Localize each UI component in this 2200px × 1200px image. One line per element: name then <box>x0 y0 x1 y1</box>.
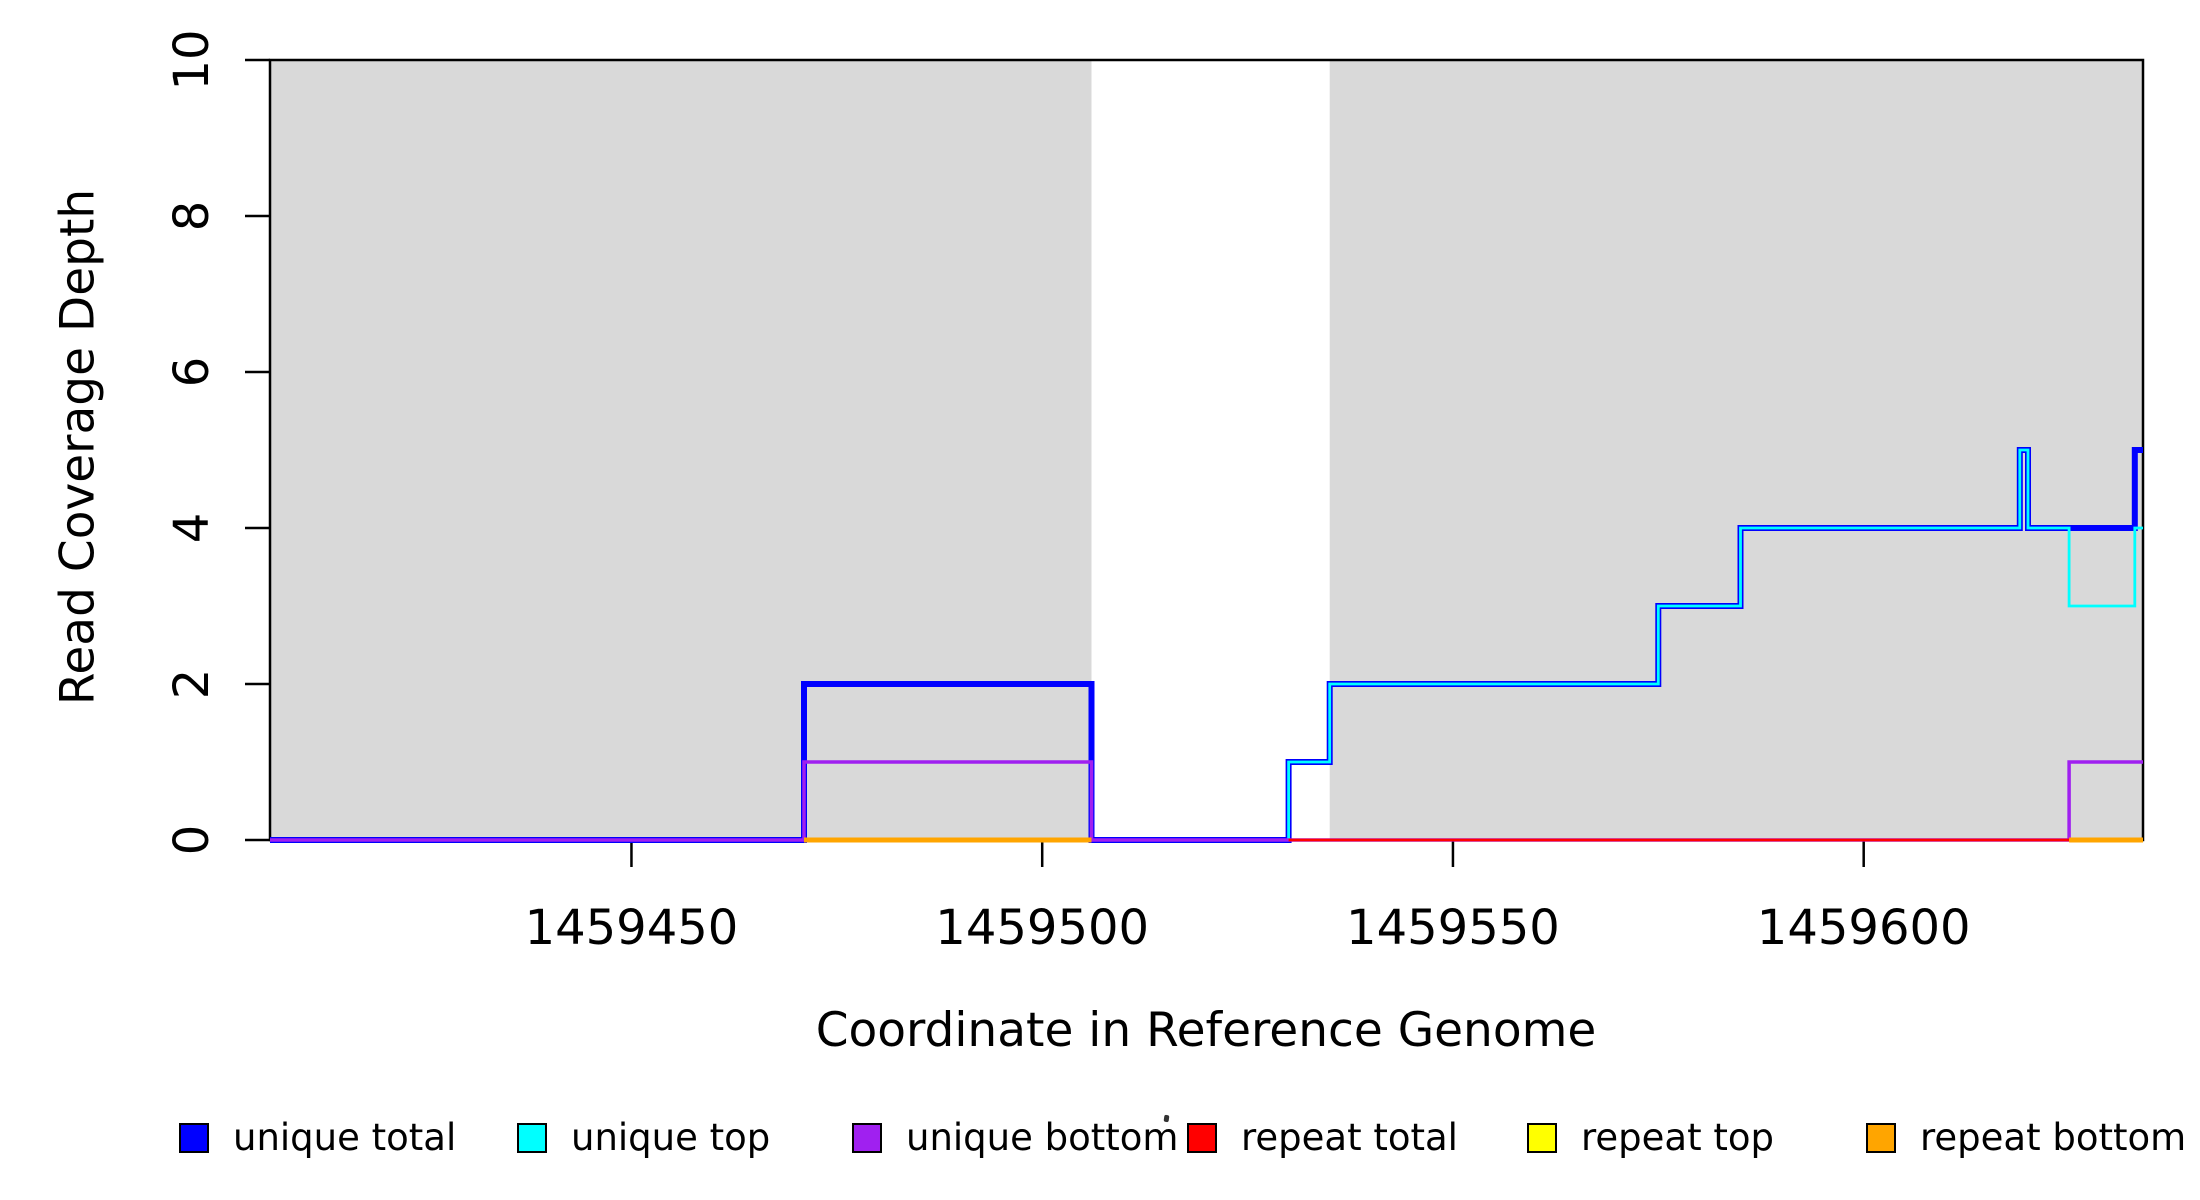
legend-label: unique top <box>571 1116 771 1159</box>
x-axis: 1459450 1459500 1459550 1459600 <box>525 840 1971 956</box>
legend-label: repeat top <box>1581 1116 1774 1159</box>
legend-item-unique-bottom: unique bottom <box>852 1116 1179 1159</box>
legend-label: repeat bottom <box>1920 1116 2187 1159</box>
shaded-region-1 <box>1329 60 2143 840</box>
legend-swatch-unique-top <box>517 1123 547 1153</box>
legend-swatch-repeat-top <box>1527 1123 1557 1153</box>
shaded-regions <box>270 60 2143 840</box>
legend-item-repeat-total: repeat total <box>1187 1116 1458 1159</box>
x-tick-label: 1459500 <box>935 900 1149 956</box>
legend-swatch-repeat-total <box>1187 1123 1217 1153</box>
y-tick-label: 0 <box>164 825 220 856</box>
y-tick-label: 8 <box>164 201 220 232</box>
legend-label: unique total <box>233 1116 457 1159</box>
y-tick-label: 2 <box>164 669 220 700</box>
x-tick-label: 1459450 <box>525 900 739 956</box>
legend-item-unique-top: unique top <box>517 1116 771 1159</box>
y-axis-title: Read Coverage Depth <box>50 188 106 706</box>
legend-label: unique bottom <box>906 1116 1179 1159</box>
x-tick-label: 1459550 <box>1346 900 1560 956</box>
legend-label: repeat total <box>1241 1116 1458 1159</box>
x-tick-label: 1459600 <box>1757 900 1971 956</box>
legend-item-repeat-bottom: repeat bottom <box>1866 1116 2187 1159</box>
legend-swatch-unique-total <box>179 1123 209 1153</box>
legend-item-repeat-top: repeat top <box>1527 1116 1774 1159</box>
legend-swatch-unique-bottom <box>852 1123 882 1153</box>
x-axis-title: Coordinate in Reference Genome <box>815 1003 1597 1058</box>
legend-swatch-repeat-bottom <box>1866 1123 1896 1153</box>
y-axis: 0 2 4 6 8 10 <box>164 29 270 855</box>
shaded-region-0 <box>270 60 1092 840</box>
series-line-unique-bottom <box>270 760 2143 842</box>
y-tick-label: 4 <box>164 513 220 544</box>
legend-item-unique-total: unique total <box>179 1116 457 1159</box>
y-tick-label: 6 <box>164 357 220 388</box>
coverage-series <box>270 447 2143 843</box>
y-tick-label: 10 <box>164 29 220 90</box>
